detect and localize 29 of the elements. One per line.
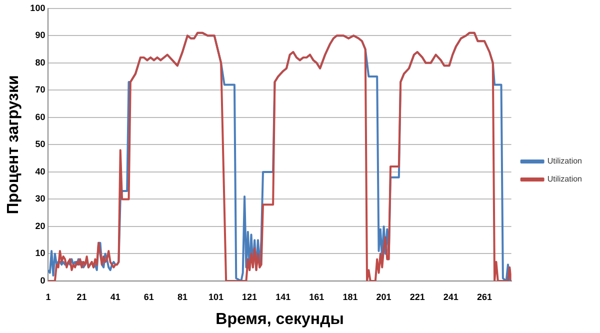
x-tick-label: 101 <box>208 292 224 302</box>
x-tick-label: 201 <box>376 292 392 302</box>
y-tick-label: 60 <box>35 112 46 122</box>
legend-label: Utilization <box>547 156 582 166</box>
y-tick-label: 50 <box>35 139 46 150</box>
y-tick-label: 10 <box>35 248 46 258</box>
x-tick-label: 61 <box>144 292 154 302</box>
y-tick-label: 90 <box>35 30 46 40</box>
x-tick-label: 181 <box>342 292 358 302</box>
x-tick-label: 21 <box>76 292 87 302</box>
y-tick-label: 40 <box>35 166 46 176</box>
x-tick-label: 81 <box>177 292 188 302</box>
x-tick-label: 221 <box>410 292 425 302</box>
x-tick-label: 1 <box>46 292 51 302</box>
x-tick-label: 241 <box>443 292 458 302</box>
x-tick-label: 141 <box>276 292 291 302</box>
x-axis-title: Время, секунды <box>216 310 344 328</box>
y-tick-label: 70 <box>35 84 46 95</box>
y-tick-label: 0 <box>40 275 46 286</box>
x-tick-label: 41 <box>110 292 120 302</box>
y-axis-title: Процент загрузки <box>5 75 22 214</box>
legend-label: Utilization <box>547 174 582 184</box>
y-tick-label: 20 <box>35 220 46 231</box>
x-tick-label: 121 <box>242 292 258 302</box>
y-tick-label: 80 <box>35 57 46 68</box>
x-tick-label: 161 <box>309 292 324 302</box>
x-tick-label: 261 <box>476 292 492 302</box>
y-tick-label: 100 <box>30 2 46 13</box>
y-tick-label: 30 <box>35 194 46 204</box>
